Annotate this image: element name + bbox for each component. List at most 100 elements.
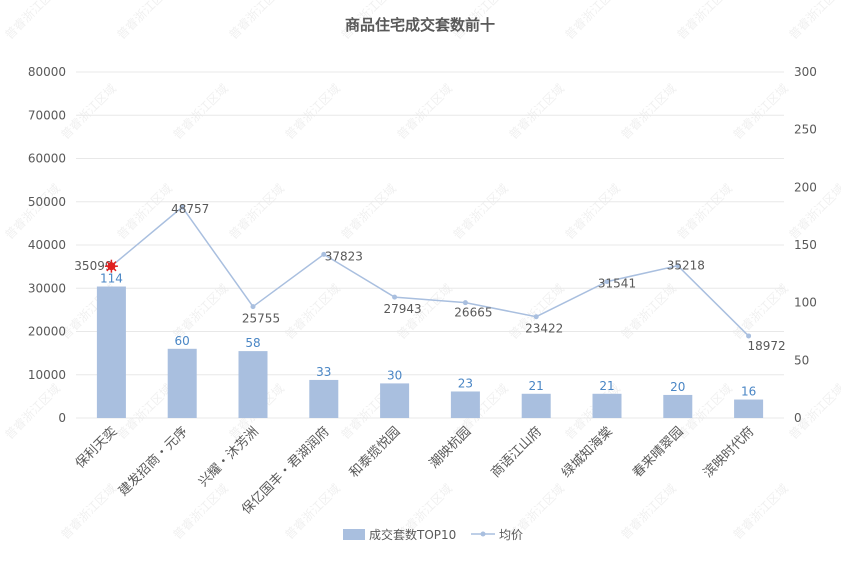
left-axis: 0 10000 20000 30000 40000 50000 60000 70000 8000… [28,65,66,425]
right-tick-label: 200 [794,180,817,194]
left-tick-label: 30000 [28,281,66,295]
category-label: 春来晴翠园 [630,424,687,481]
line-value-label: 27943 [384,302,422,316]
bar [663,394,693,418]
watermark-text: 普睿浙江区域 [58,481,120,543]
watermark-text: 普睿浙江区域 [58,81,120,143]
watermark-text: 普睿浙江区域 [730,481,792,543]
bar-value-label: 21 [599,379,614,393]
legend: 成交套数TOP10 均价 [343,527,523,542]
bar [734,399,764,418]
watermark-text: 普睿浙江区域 [114,0,176,42]
category-label: 保利天奕 [72,424,120,472]
watermark-text: 普睿浙江区域 [618,81,680,143]
bar [309,379,339,418]
right-tick-label: 0 [794,411,802,425]
bar [521,393,551,418]
watermark-text: 普睿浙江区域 [226,0,288,42]
left-tick-label: 50000 [28,195,66,209]
line-point [250,304,256,310]
line-point [533,314,539,320]
line-value-label: 37823 [325,249,363,263]
watermark-text: 普睿浙江区域 [170,81,232,143]
highlight-marker-icon [104,259,118,273]
line-point [604,279,610,285]
legend-bar-swatch [343,529,365,540]
bar [450,391,480,418]
bar-value-label: 23 [458,376,473,390]
watermark-text: 普睿浙江区域 [2,0,64,42]
watermark-text: 普睿浙江区域 [282,81,344,143]
watermark-text: 普睿浙江区域 [394,81,456,143]
line-point [392,294,398,300]
right-tick-label: 150 [794,238,817,252]
left-tick-label: 60000 [28,152,66,166]
line-point [179,204,185,210]
left-tick-label: 40000 [28,238,66,252]
left-tick-label: 20000 [28,325,66,339]
line-value-label: 18972 [748,339,786,353]
watermark-text: 普睿浙江区域 [562,181,624,243]
left-tick-label: 10000 [28,368,66,382]
line-value-label: 48757 [171,202,209,216]
watermark-text: 普睿浙江区域 [282,481,344,543]
bar-value-label: 58 [245,336,260,350]
legend-line-label: 均价 [499,528,523,542]
legend-line-marker [480,531,486,537]
bar-value-label: 20 [670,380,685,394]
line-value-label: 35099 [74,259,112,273]
watermark-text: 普睿浙江区域 [730,281,792,343]
line-point [321,251,327,257]
right-tick-label: 250 [794,123,817,137]
right-axis: 0 50 100 150 200 250 300 [794,65,817,425]
right-tick-label: 300 [794,65,817,79]
category-label: 滨映时代府 [700,424,757,481]
gridlines [76,71,784,419]
line-series: 35099 48757 25755 37823 27943 26665 23422 31541… [74,202,785,353]
legend-bar-label: 成交套数TOP10 [369,527,456,542]
bar [96,286,126,418]
right-tick-label: 100 [794,296,817,310]
bar-value-label: 21 [529,379,544,393]
bar [167,348,197,418]
line-value-label: 26665 [454,306,492,320]
watermark-text: 普睿浙江区域 [562,0,624,42]
chart-title: 商品住宅成交套数前十 [345,16,495,34]
line-value-label: 23422 [525,322,563,336]
bar [238,351,268,418]
right-tick-label: 50 [794,353,809,367]
watermark-text: 普睿浙江区域 [618,481,680,543]
line-value-label: 35218 [667,259,705,273]
bar [380,383,410,418]
bar-value-label: 114 [100,272,123,286]
watermark-text: 普睿浙江区域 [674,181,736,243]
watermark-text: 普睿浙江区域 [282,281,344,343]
category-label: 商语江山府 [488,424,545,481]
watermark-text: 普睿浙江区域 [114,181,176,243]
line-point [746,333,752,339]
line-point [462,300,468,306]
line-value-label: 25755 [242,312,280,326]
watermark-text: 普睿浙江区域 [786,0,841,42]
left-tick-label: 0 [58,411,66,425]
bar-series: 114 60 58 33 30 23 21 21 20 16 [96,272,764,418]
line-value-label: 31541 [598,277,636,291]
watermark-text: 普睿浙江区域 [450,181,512,243]
watermark-text: 普睿浙江区域 [2,181,64,243]
watermark-text: 普睿浙江区域 [674,0,736,42]
left-tick-label: 70000 [28,108,66,122]
watermark-text: 普睿浙江区域 [2,381,64,443]
line-path [110,206,750,337]
bar-value-label: 33 [316,365,331,379]
bar-value-label: 30 [387,368,402,382]
watermark-text: 普睿浙江区域 [506,81,568,143]
bar-value-label: 16 [741,385,756,399]
watermark-text: 普睿浙江区域 [730,81,792,143]
bar [592,393,622,418]
watermark-text: 普睿浙江区域 [226,181,288,243]
watermark-text: 普睿浙江区域 [170,481,232,543]
watermark-text: 普睿浙江区域 [338,181,400,243]
bar-value-label: 60 [175,334,190,348]
left-tick-label: 80000 [28,65,66,79]
